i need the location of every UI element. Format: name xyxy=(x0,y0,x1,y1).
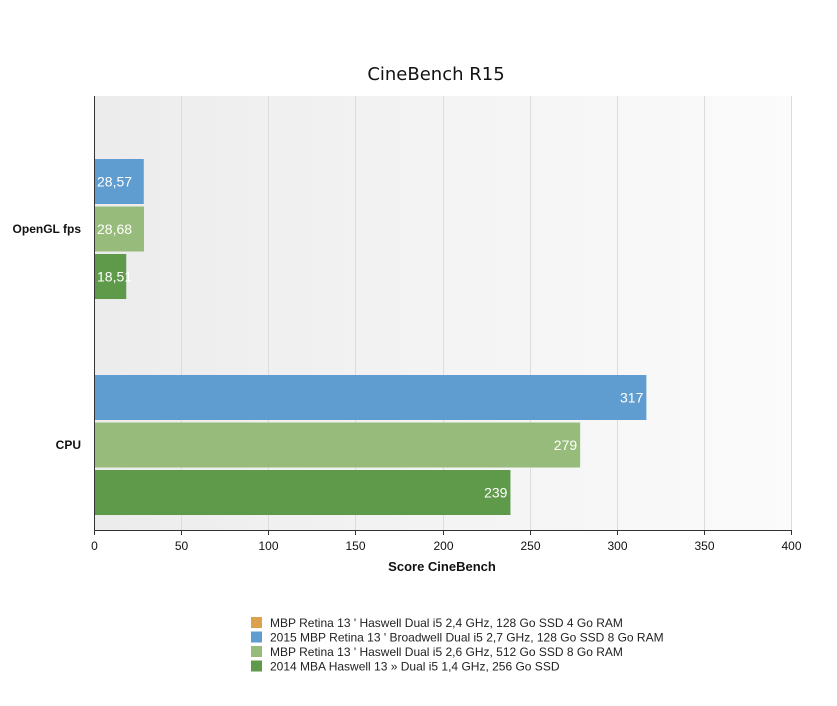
category-label-0: OpenGL fps xyxy=(13,222,82,236)
bar-1-1 xyxy=(95,375,647,420)
data-label-1-3: 239 xyxy=(484,485,508,501)
legend-entry-0: MBP Retina 13 ' Haswell Dual i5 2,4 GHz,… xyxy=(270,616,623,630)
data-label-0-1: 28,57 xyxy=(97,174,132,190)
x-axis-title: Score CineBench xyxy=(388,559,496,574)
data-label-1-2: 279 xyxy=(554,437,578,453)
x-tick-label-350: 350 xyxy=(694,539,714,553)
x-tick-label-100: 100 xyxy=(258,539,278,553)
legend-entry-3: 2014 MBA Haswell 13 » Dual i5 1,4 GHz, 2… xyxy=(270,660,560,674)
x-tick-label-400: 400 xyxy=(781,539,801,553)
x-tick-label-250: 250 xyxy=(520,539,540,553)
x-tick-label-50: 50 xyxy=(175,539,189,553)
x-axis-ticks: 0 50 100 150 200 250 300 350 400 xyxy=(91,530,802,553)
x-tick-label-0: 0 xyxy=(91,539,98,553)
data-label-1-1: 317 xyxy=(620,390,644,406)
bar-1-3 xyxy=(95,470,511,515)
x-tick-label-300: 300 xyxy=(607,539,627,553)
data-label-0-2: 28,68 xyxy=(97,221,132,237)
chart-title: CineBench R15 xyxy=(367,64,504,85)
legend-swatch-1 xyxy=(251,631,262,643)
bar-1-2 xyxy=(95,422,581,468)
category-label-1: CPU xyxy=(56,438,81,452)
legend-swatch-3 xyxy=(251,660,262,672)
legend-entry-1: 2015 MBP Retina 13 ' Broadwell Dual i5 2… xyxy=(270,631,664,645)
legend-swatch-2 xyxy=(251,646,262,657)
x-tick-label-200: 200 xyxy=(433,539,453,553)
bar-0-1 xyxy=(95,159,144,204)
data-label-0-3: 18,51 xyxy=(97,269,132,285)
bar-0-3 xyxy=(95,254,127,299)
legend-entry-2: MBP Retina 13 ' Haswell Dual i5 2,6 GHz,… xyxy=(270,645,623,659)
bars: 28,57 28,68 18,51 317 279 239 xyxy=(95,159,647,515)
legend-swatch-0 xyxy=(251,617,262,628)
gridlines xyxy=(181,96,792,530)
bar-0-2 xyxy=(95,206,144,252)
category-labels: OpenGL fps CPU xyxy=(13,222,82,452)
legend: MBP Retina 13 ' Haswell Dual i5 2,4 GHz,… xyxy=(251,616,664,674)
x-tick-label-150: 150 xyxy=(345,539,365,553)
